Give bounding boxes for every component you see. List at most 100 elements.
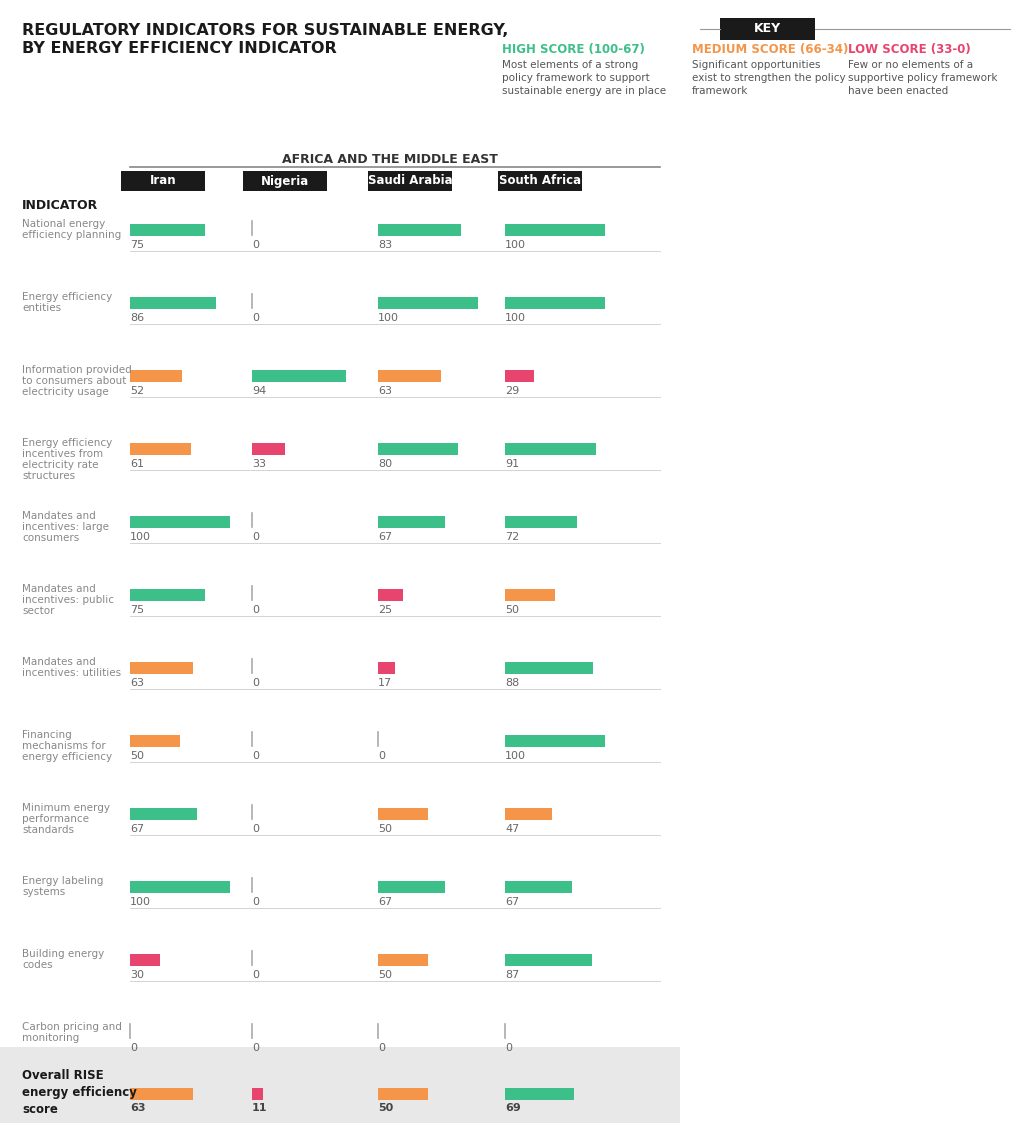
- Text: 75: 75: [130, 240, 144, 250]
- Text: Carbon pricing and: Carbon pricing and: [22, 1022, 122, 1032]
- Bar: [505, 442, 596, 455]
- Text: 100: 100: [130, 532, 151, 542]
- Bar: [505, 223, 605, 236]
- Text: sector: sector: [22, 606, 54, 617]
- Bar: [252, 1088, 263, 1101]
- Text: electricity rate: electricity rate: [22, 460, 98, 471]
- Text: 100: 100: [505, 751, 526, 761]
- Text: 80: 80: [378, 459, 392, 469]
- Text: Mandates and: Mandates and: [22, 584, 96, 594]
- Text: Building energy: Building energy: [22, 949, 104, 959]
- Bar: [378, 296, 478, 309]
- Bar: [378, 955, 428, 966]
- Text: 67: 67: [505, 897, 519, 907]
- Bar: [130, 442, 191, 455]
- Bar: [720, 18, 815, 40]
- Bar: [0, 1047, 680, 1123]
- Text: 0: 0: [252, 313, 259, 323]
- Text: electricity usage: electricity usage: [22, 387, 109, 398]
- Text: 86: 86: [130, 313, 144, 323]
- Text: to consumers about: to consumers about: [22, 376, 126, 386]
- Text: 100: 100: [378, 313, 399, 323]
- Text: 69: 69: [505, 1103, 521, 1113]
- Text: 11: 11: [252, 1103, 267, 1113]
- Bar: [378, 809, 428, 820]
- Text: 0: 0: [378, 1043, 385, 1053]
- Text: entities: entities: [22, 303, 61, 313]
- Bar: [130, 1088, 193, 1101]
- Text: Significant opportunities
exist to strengthen the policy
framework: Significant opportunities exist to stren…: [692, 60, 846, 97]
- Text: 0: 0: [252, 897, 259, 907]
- Bar: [130, 369, 182, 382]
- Bar: [378, 588, 403, 601]
- Text: MEDIUM SCORE (66-34): MEDIUM SCORE (66-34): [692, 43, 848, 56]
- Text: 63: 63: [130, 678, 144, 688]
- Bar: [130, 955, 160, 966]
- Bar: [505, 809, 552, 820]
- Text: 0: 0: [252, 532, 259, 542]
- Bar: [505, 734, 605, 747]
- Text: 61: 61: [130, 459, 144, 469]
- Bar: [130, 661, 193, 674]
- Bar: [378, 442, 458, 455]
- Bar: [505, 588, 555, 601]
- Text: 94: 94: [252, 386, 266, 396]
- Text: 25: 25: [378, 605, 392, 615]
- Text: 50: 50: [130, 751, 144, 761]
- Text: 88: 88: [505, 678, 519, 688]
- Text: Mandates and: Mandates and: [22, 657, 96, 667]
- Text: standards: standards: [22, 825, 74, 836]
- Text: 72: 72: [505, 532, 519, 542]
- Bar: [252, 442, 285, 455]
- Text: 33: 33: [252, 459, 266, 469]
- Bar: [368, 171, 452, 191]
- Text: performance: performance: [22, 814, 89, 824]
- Text: Information provided: Information provided: [22, 365, 132, 375]
- Text: 50: 50: [378, 824, 392, 834]
- Text: 50: 50: [378, 1103, 393, 1113]
- Text: Overall RISE
energy efficiency
score: Overall RISE energy efficiency score: [22, 1069, 137, 1116]
- Bar: [498, 171, 582, 191]
- Text: 100: 100: [505, 240, 526, 250]
- Bar: [130, 588, 205, 601]
- Text: INDICATOR: INDICATOR: [22, 199, 98, 212]
- Text: Few or no elements of a
supportive policy framework
have been enacted: Few or no elements of a supportive polic…: [848, 60, 997, 97]
- Bar: [378, 882, 445, 893]
- Text: 0: 0: [505, 1043, 512, 1053]
- Text: 47: 47: [505, 824, 519, 834]
- Text: 67: 67: [378, 897, 392, 907]
- Text: 67: 67: [378, 532, 392, 542]
- Bar: [243, 171, 327, 191]
- Text: 0: 0: [252, 970, 259, 980]
- Text: 87: 87: [505, 970, 519, 980]
- Text: 17: 17: [378, 678, 392, 688]
- Text: structures: structures: [22, 471, 75, 481]
- Text: 50: 50: [505, 605, 519, 615]
- Bar: [130, 882, 230, 893]
- Text: REGULATORY INDICATORS FOR SUSTAINABLE ENERGY,: REGULATORY INDICATORS FOR SUSTAINABLE EN…: [22, 22, 508, 38]
- Text: Energy efficiency: Energy efficiency: [22, 292, 113, 302]
- Text: Energy labeling: Energy labeling: [22, 876, 103, 886]
- Text: 0: 0: [252, 751, 259, 761]
- Text: 67: 67: [130, 824, 144, 834]
- Text: incentives from: incentives from: [22, 449, 103, 459]
- Text: energy efficiency: energy efficiency: [22, 752, 112, 763]
- Bar: [378, 369, 441, 382]
- Text: Saudi Arabia: Saudi Arabia: [368, 174, 453, 188]
- Text: Iran: Iran: [150, 174, 176, 188]
- Text: 63: 63: [130, 1103, 145, 1113]
- Text: South Africa: South Africa: [499, 174, 581, 188]
- Text: Financing: Financing: [22, 730, 72, 740]
- Bar: [505, 955, 592, 966]
- Text: 100: 100: [505, 313, 526, 323]
- Text: BY ENERGY EFFICIENCY INDICATOR: BY ENERGY EFFICIENCY INDICATOR: [22, 42, 337, 56]
- Text: Minimum energy: Minimum energy: [22, 803, 110, 813]
- Text: mechanisms for: mechanisms for: [22, 741, 105, 751]
- Text: KEY: KEY: [754, 22, 781, 36]
- Text: 0: 0: [252, 605, 259, 615]
- Bar: [505, 661, 593, 674]
- Text: 75: 75: [130, 605, 144, 615]
- Text: Mandates and: Mandates and: [22, 511, 96, 521]
- Text: 91: 91: [505, 459, 519, 469]
- Bar: [378, 1088, 428, 1101]
